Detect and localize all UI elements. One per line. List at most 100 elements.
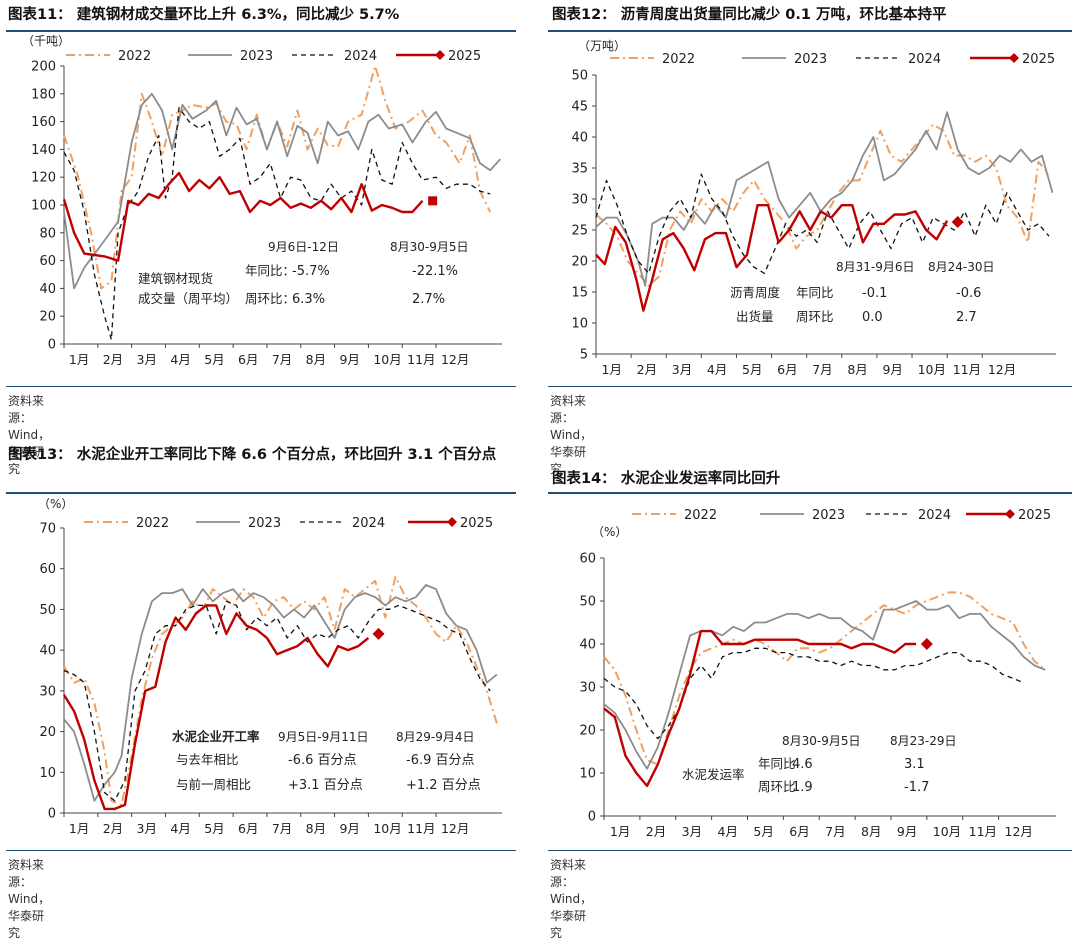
x-tick-label: 5月 xyxy=(204,821,224,836)
series-line-2023 xyxy=(63,584,498,802)
y-tick-label: 45 xyxy=(571,100,588,115)
x-tick-label: 12月 xyxy=(441,821,469,836)
x-tick-label: 7月 xyxy=(825,824,845,839)
table-value-previous: +1.2 百分点 xyxy=(406,778,481,793)
x-tick-label: 7月 xyxy=(272,352,292,367)
table-col-head: 8月24-30日 xyxy=(928,260,995,274)
table-row-label: 年同比 xyxy=(758,756,796,771)
table-row-label: 与去年相比 xyxy=(176,752,239,767)
x-tick-label: 11月 xyxy=(407,352,435,367)
x-tick-label: 3月 xyxy=(682,824,702,839)
y-tick-label: 30 xyxy=(39,684,56,699)
legend-label-2025: 2025 xyxy=(460,516,493,531)
legend-marker-2025 xyxy=(1009,53,1019,63)
y-tick-label: 10 xyxy=(39,766,56,781)
y-tick-label: 0 xyxy=(588,810,596,825)
table-value-previous: -0.6 xyxy=(956,286,981,301)
x-tick-label: 8月 xyxy=(306,352,326,367)
table-row-label: 年同比 xyxy=(796,285,834,300)
table-col-head: 8月23-29日 xyxy=(890,734,957,748)
table-row-group-label: 水泥发运率 xyxy=(682,767,745,782)
x-tick-label: 2月 xyxy=(637,362,657,377)
y-tick-label: 0 xyxy=(48,807,56,822)
series-line-2024 xyxy=(63,600,491,802)
table-row-label: 年同比： xyxy=(245,263,295,278)
series-line-2025 xyxy=(603,629,917,788)
x-tick-label: 2月 xyxy=(646,824,666,839)
legend-label-2023: 2023 xyxy=(240,49,273,64)
source-note: 资料来源：Wind，华泰研究 xyxy=(8,394,51,476)
x-tick-label: 8月 xyxy=(861,824,881,839)
x-tick-label: 6月 xyxy=(238,821,258,836)
series-end-marker-2025 xyxy=(428,196,438,206)
y-tick-label: 80 xyxy=(39,226,56,241)
y-tick-label: 35 xyxy=(571,162,588,177)
x-tick-label: 9月 xyxy=(882,362,902,377)
table-value-previous: -6.9 百分点 xyxy=(406,753,475,768)
legend-label-2024: 2024 xyxy=(344,49,377,64)
x-tick-label: 11月 xyxy=(969,824,997,839)
y-tick-label: 50 xyxy=(579,595,596,610)
legend-label-2023: 2023 xyxy=(794,52,827,67)
x-tick-label: 4月 xyxy=(170,821,190,836)
y-tick-label: 100 xyxy=(31,199,56,214)
y-tick-label: 40 xyxy=(39,644,56,659)
x-tick-label: 6月 xyxy=(777,362,797,377)
series-end-marker-2025 xyxy=(951,215,964,228)
table-value-current: -0.1 xyxy=(862,286,887,301)
legend-label-2024: 2024 xyxy=(918,508,951,523)
source-rule xyxy=(6,386,516,387)
table-col-head: 9月5日-9月11日 xyxy=(278,730,369,744)
y-tick-label: 40 xyxy=(579,638,596,653)
series-line-2022 xyxy=(603,591,1046,766)
x-tick-label: 7月 xyxy=(272,821,292,836)
x-tick-label: 12月 xyxy=(988,362,1016,377)
source-rule xyxy=(548,386,1072,387)
table-value-current: 4.6 xyxy=(792,757,813,772)
series-end-marker-2025 xyxy=(372,627,385,640)
table-row-group-label: 沥青周度 xyxy=(730,285,781,300)
table-value-previous: -1.7 xyxy=(904,780,929,795)
y-tick-label: 60 xyxy=(39,254,56,269)
table-value-current: 0.0 xyxy=(862,310,883,325)
axis-unit-label: （千吨） xyxy=(22,34,70,48)
table-row-group-label: 建筑钢材现货 xyxy=(138,271,213,286)
table-row-label: 周环比 xyxy=(796,309,834,324)
legend-marker-2025 xyxy=(447,517,457,527)
x-tick-label: 11月 xyxy=(407,821,435,836)
axis-unit-label: （万吨） xyxy=(578,39,626,53)
chart-title: 图表13： 水泥企业开工率同比下降 6.6 个百分点，环比回升 3.1 个百分点 xyxy=(8,447,497,463)
series-line-2024 xyxy=(603,647,1024,740)
series-line-2024 xyxy=(595,173,1050,275)
chart-title: 图表14： 水泥企业发运率同比回升 xyxy=(552,471,781,487)
y-tick-label: 20 xyxy=(39,725,56,740)
y-tick-label: 20 xyxy=(579,724,596,739)
x-tick-label: 2月 xyxy=(103,352,123,367)
legend-label-2025: 2025 xyxy=(1022,52,1055,67)
table-row-group-label: 成交量（周平均） xyxy=(138,291,238,306)
y-tick-label: 30 xyxy=(571,193,588,208)
legend-label-2024: 2024 xyxy=(908,52,941,67)
table-value-current: +3.1 百分点 xyxy=(288,778,363,793)
x-tick-label: 3月 xyxy=(137,352,157,367)
x-tick-label: 3月 xyxy=(672,362,692,377)
y-tick-label: 40 xyxy=(39,282,56,297)
series-end-marker-2025 xyxy=(920,638,933,650)
table-col-head: 8月31-9月6日 xyxy=(836,260,915,274)
table-row-label: 周环比 xyxy=(758,779,796,794)
table-value-previous: -22.1% xyxy=(412,264,458,279)
series-line-2022 xyxy=(595,123,1050,287)
x-tick-label: 1月 xyxy=(602,362,622,377)
table-value-current: 6.3% xyxy=(292,292,325,307)
x-tick-label: 10月 xyxy=(918,362,946,377)
legend-label-2022: 2022 xyxy=(662,52,695,67)
x-tick-label: 5月 xyxy=(204,352,224,367)
table-row-group-label: 水泥企业开工率 xyxy=(172,729,260,744)
table-col-head: 8月29-9月4日 xyxy=(396,730,475,744)
title-rule xyxy=(548,30,1072,32)
x-tick-label: 8月 xyxy=(306,821,326,836)
x-tick-label: 5月 xyxy=(753,824,773,839)
y-tick-label: 20 xyxy=(39,310,56,325)
y-tick-label: 5 xyxy=(580,348,588,363)
